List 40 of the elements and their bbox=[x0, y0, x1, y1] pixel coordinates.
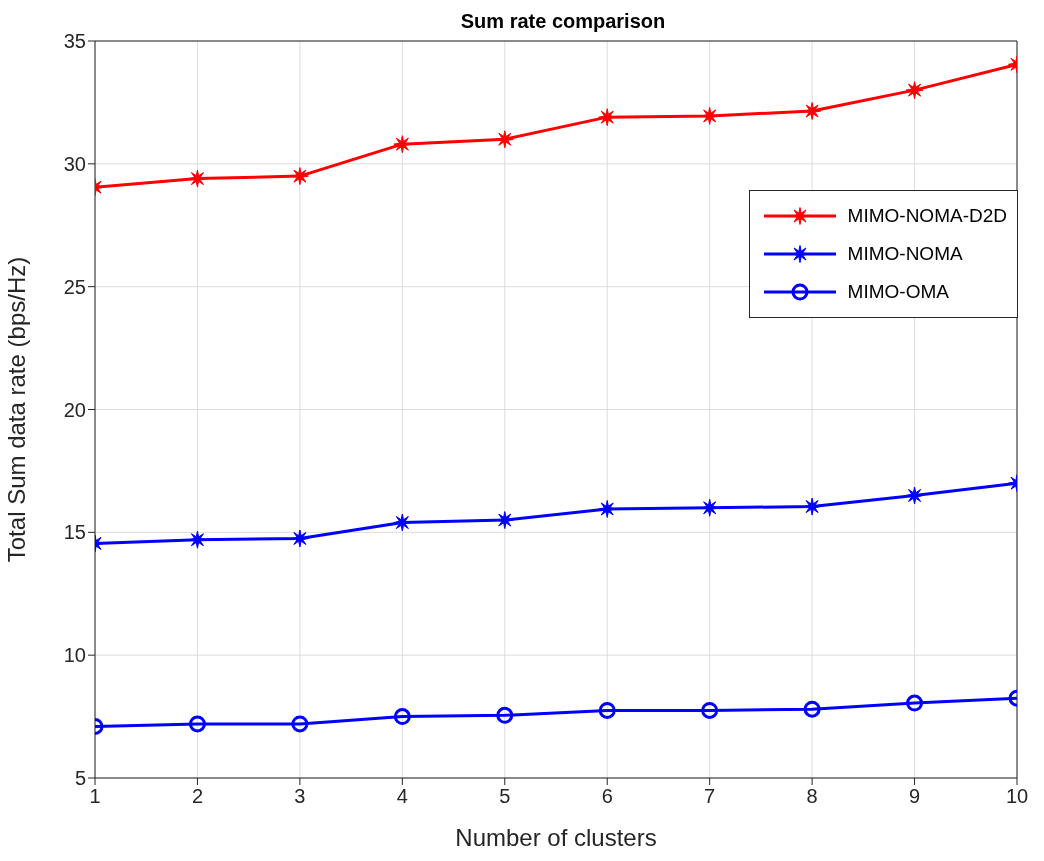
x-tick-label: 1 bbox=[89, 785, 101, 808]
x-axis-title: Number of clusters bbox=[455, 824, 657, 851]
y-tick-label: 35 bbox=[63, 30, 86, 53]
point bbox=[495, 130, 514, 149]
legend-label: MIMO-NOMA-D2D bbox=[847, 205, 1007, 227]
x-tick-label: 3 bbox=[294, 785, 306, 808]
y-tick-label: 15 bbox=[63, 521, 86, 544]
x-tick-label: 7 bbox=[704, 785, 716, 808]
x-tick-label: 5 bbox=[499, 785, 511, 808]
chart-title: Sum rate comparison bbox=[460, 10, 666, 32]
x-tick-label: 6 bbox=[601, 785, 613, 808]
y-tick-label: 5 bbox=[74, 767, 86, 790]
point bbox=[906, 694, 924, 712]
y-tick-label: 25 bbox=[63, 275, 86, 298]
y-tick-label: 10 bbox=[63, 644, 86, 667]
point bbox=[291, 715, 309, 733]
point bbox=[803, 102, 822, 121]
point bbox=[188, 169, 207, 188]
point bbox=[188, 530, 207, 549]
x-tick-label: 2 bbox=[191, 785, 204, 808]
point bbox=[803, 497, 822, 516]
point bbox=[905, 486, 924, 505]
point bbox=[188, 715, 206, 733]
legend-label: MIMO-NOMA bbox=[847, 243, 963, 265]
point bbox=[905, 81, 924, 100]
point bbox=[598, 701, 616, 719]
point bbox=[701, 701, 719, 719]
legend-label: MIMO-OMA bbox=[847, 281, 949, 303]
point bbox=[496, 706, 514, 724]
x-tick-label: 9 bbox=[908, 785, 921, 808]
y-axis-title: Total Sum data rate (bps/Hz) bbox=[2, 256, 30, 563]
x-tick-label: 10 bbox=[1005, 785, 1029, 808]
point bbox=[393, 708, 411, 726]
y-tick-label: 30 bbox=[63, 152, 86, 175]
x-tick-label: 8 bbox=[806, 785, 818, 808]
y-tick-label: 20 bbox=[63, 398, 86, 421]
x-tick-label: 4 bbox=[396, 785, 408, 808]
point bbox=[803, 700, 821, 718]
point bbox=[290, 529, 309, 548]
point bbox=[393, 513, 412, 532]
